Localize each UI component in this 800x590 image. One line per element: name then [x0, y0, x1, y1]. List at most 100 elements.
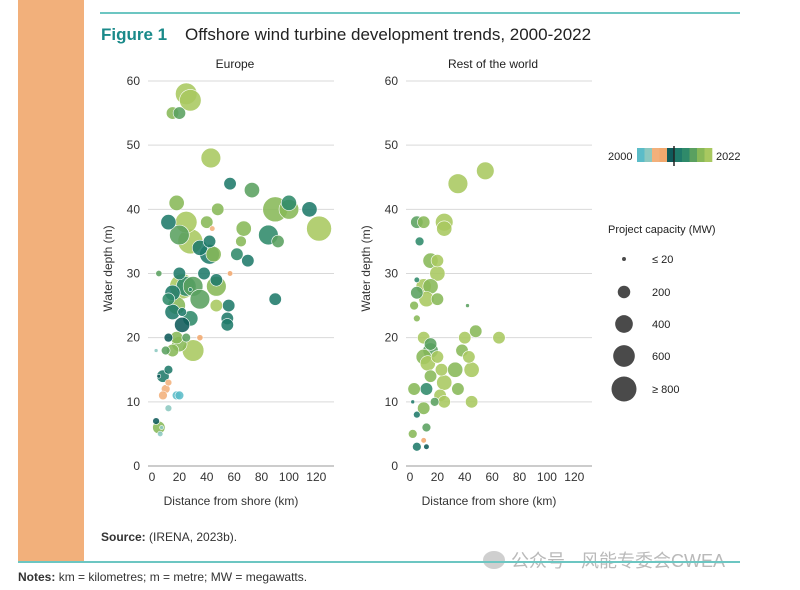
y-axis-title: Water depth (m): [359, 225, 373, 311]
x-tick-label: 100: [537, 470, 557, 484]
bubble-point: [157, 430, 164, 438]
bubble-point: [423, 443, 430, 450]
bubble-point: [153, 348, 159, 353]
y-tick-label: 40: [127, 202, 141, 216]
bubble-point: [465, 395, 479, 409]
bubble-point: [172, 266, 186, 281]
bubble-point: [419, 382, 433, 396]
source-label: Source:: [101, 530, 146, 544]
bubble-point: [161, 292, 175, 306]
bubble-point: [436, 220, 453, 237]
y-tick-label: 10: [385, 395, 399, 409]
panel-title: Rest of the world: [448, 57, 538, 71]
bubble-point: [268, 292, 282, 306]
bubble-point: [160, 345, 171, 356]
bubble-point: [196, 334, 204, 342]
bubble-point: [430, 350, 444, 364]
x-tick-label: 20: [173, 470, 187, 484]
bubble-point: [451, 382, 465, 396]
x-axis-title: Distance from shore (km): [164, 494, 299, 508]
y-axis-title: Water depth (m): [101, 225, 115, 311]
bubble-point: [417, 215, 431, 229]
bubble-point: [223, 177, 237, 191]
year-color-swatch: [682, 148, 690, 162]
bubble-point: [220, 318, 234, 332]
bubble-point: [458, 331, 472, 345]
bubble-point: [420, 437, 427, 444]
bubble-point: [209, 273, 223, 287]
x-tick-label: 40: [200, 470, 214, 484]
bubble-point: [462, 350, 476, 364]
bubble-point: [465, 303, 470, 308]
capacity-legend: Project capacity (MW) ≤ 20 200 400 600 ≥ 800: [608, 224, 716, 402]
year-color-swatch: [644, 148, 653, 162]
capacity-legend-bubble: [613, 345, 635, 367]
bubble-point: [188, 287, 193, 292]
scatter-panel-2: 0 10 20 30 40 50 60 0 20 40 60 80 100 120 Rest of the …: [359, 57, 592, 508]
bubble-point: [164, 404, 173, 412]
y-tick-label: 20: [127, 331, 141, 345]
bubble-point: [168, 194, 185, 211]
bubble-point: [222, 299, 236, 313]
capacity-legend-title: Project capacity (MW): [608, 224, 716, 236]
scatter-panel-1: 0 10 20 30 40 50 60 0 20 40 60 80 100 120 Europe Distan…: [101, 57, 334, 508]
year-color-swatch: [659, 148, 668, 162]
bubble-point: [413, 276, 420, 284]
bubble-point: [430, 292, 444, 306]
capacity-legend-bubble: [615, 315, 633, 333]
capacity-legend-label: ≥ 800: [652, 384, 679, 396]
left-color-band: [18, 0, 84, 561]
bubble-point: [413, 314, 421, 323]
bubble-point: [181, 332, 191, 343]
bubble-point: [235, 220, 252, 237]
bubble-point: [463, 361, 480, 378]
y-tick-label: 50: [127, 138, 141, 152]
bubble-point: [271, 234, 285, 248]
bubble-point: [423, 337, 438, 351]
bubble-point: [436, 374, 453, 391]
bubble-point: [155, 270, 163, 277]
bubble-point: [179, 89, 202, 112]
bubble-point: [447, 361, 464, 378]
x-tick-label: 120: [564, 470, 584, 484]
figure-label: Figure 1: [101, 25, 168, 44]
bubble-point: [409, 300, 419, 311]
bubble-point: [226, 270, 234, 277]
capacity-legend-label: ≤ 20: [652, 254, 673, 266]
bubble-point: [410, 399, 416, 405]
bubble-point: [156, 373, 162, 379]
legend-year-end: 2022: [716, 151, 740, 163]
bubble-point: [209, 299, 223, 313]
bubble-point: [412, 442, 422, 452]
top-divider: [100, 12, 740, 14]
capacity-legend-bubble: [617, 285, 631, 299]
bubble-point: [429, 397, 440, 407]
bubble-point: [205, 246, 222, 263]
y-tick-label: 40: [385, 202, 399, 216]
bubble-point: [410, 286, 424, 300]
y-tick-label: 60: [127, 74, 141, 88]
x-tick-label: 80: [255, 470, 269, 484]
notes-label: Notes:: [18, 570, 56, 584]
notes: Notes: km = kilometres; m = metre; MW = …: [18, 570, 307, 584]
y-tick-label: 30: [127, 267, 141, 281]
bubble-point: [421, 422, 432, 433]
x-tick-label: 100: [279, 470, 299, 484]
bubble-point: [408, 429, 418, 439]
y-tick-label: 10: [127, 395, 141, 409]
bubble-point: [241, 254, 255, 268]
bubble-point: [163, 332, 174, 343]
notes-text: km = kilometres; m = metre; MW = megawat…: [58, 570, 308, 584]
source-note: Source: (IRENA, 2023b).: [101, 530, 237, 544]
bubble-point: [413, 410, 421, 419]
bubble-point: [476, 161, 495, 180]
bubble-point: [159, 425, 164, 430]
bubble-point: [177, 307, 187, 317]
bubble-point: [414, 236, 425, 247]
bubble-point: [306, 215, 332, 242]
y-tick-label: 0: [133, 459, 140, 473]
bubble-point: [230, 247, 244, 261]
x-tick-label: 0: [407, 470, 414, 484]
year-color-swatch: [674, 148, 683, 162]
